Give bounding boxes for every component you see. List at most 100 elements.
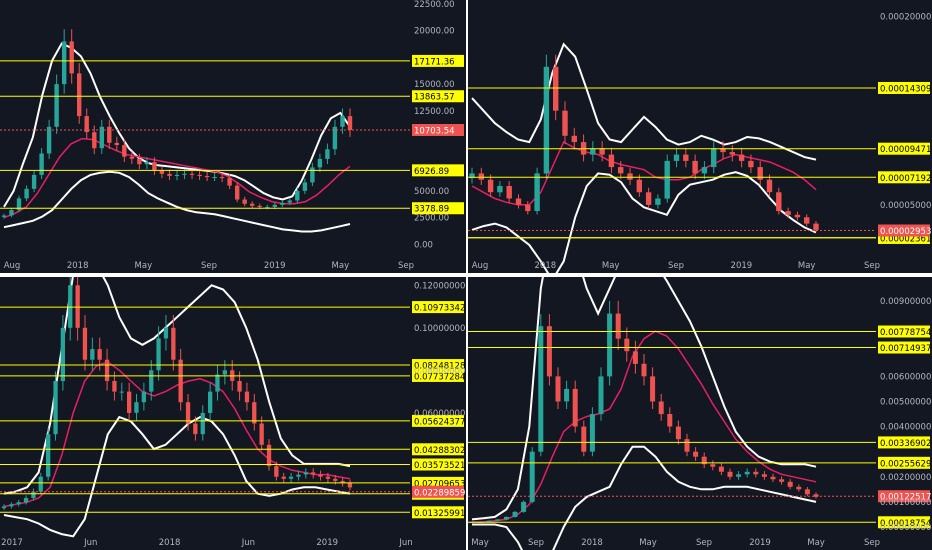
candle-body bbox=[259, 423, 264, 445]
candle-body bbox=[265, 206, 270, 208]
candle-body bbox=[636, 179, 642, 193]
candle-body bbox=[127, 391, 132, 413]
level-label-bg bbox=[412, 301, 464, 314]
candle-body bbox=[75, 285, 80, 328]
level-label-text: 0.03573521 bbox=[414, 461, 465, 471]
x-tick-label: May bbox=[639, 538, 657, 548]
chart-svg-top-right[interactable]: 0.000143090.000094710.000071920.00002383… bbox=[468, 0, 932, 273]
candle-body bbox=[555, 376, 561, 402]
chart-panel-top-right[interactable]: 0.000143090.000094710.000071920.00002383… bbox=[468, 0, 932, 273]
candle-body bbox=[104, 359, 110, 381]
candle-body bbox=[212, 177, 217, 178]
x-tick-label: Sep bbox=[668, 261, 684, 271]
candle-body bbox=[227, 178, 232, 186]
level-label: 0.00018754 bbox=[878, 516, 931, 529]
candle-body bbox=[543, 66, 550, 174]
candle-body bbox=[796, 486, 802, 490]
candle-body bbox=[673, 154, 680, 161]
level-label-text: 13863.57 bbox=[414, 93, 455, 103]
candle-body bbox=[701, 456, 707, 465]
last-price-label: 0.02289859 bbox=[412, 485, 465, 498]
level-label-bg bbox=[412, 202, 464, 215]
chart-svg-top-left[interactable]: 17171.36 13863.57 6926.89 3378.89 10703.54 22… bbox=[0, 0, 466, 273]
level-label-text: 0.00018754 bbox=[880, 519, 931, 529]
candle-body bbox=[62, 41, 67, 85]
candle-body bbox=[193, 423, 198, 435]
candle-body bbox=[757, 167, 763, 180]
candle-body bbox=[16, 502, 21, 505]
level-label-text: 0.02709653 bbox=[414, 479, 465, 489]
level-label-text: 0.10973342 bbox=[414, 304, 465, 314]
candle-body bbox=[99, 126, 104, 149]
candle-body bbox=[129, 156, 135, 159]
bollinger-lower-line bbox=[3, 170, 351, 233]
candle-body bbox=[332, 126, 338, 150]
level-label-bg bbox=[878, 81, 930, 94]
y-tick-label: 0.00005000 bbox=[880, 201, 931, 211]
candle-body bbox=[632, 351, 638, 364]
candle-body bbox=[167, 173, 172, 176]
last-price-label: 10703.54 bbox=[412, 123, 464, 136]
x-tick-label: 2019 bbox=[264, 261, 286, 271]
candle-body bbox=[84, 116, 89, 133]
candle-body bbox=[608, 154, 615, 168]
candle-body bbox=[197, 174, 202, 176]
x-tick-label: 2018 bbox=[67, 261, 89, 271]
candle-body bbox=[748, 160, 754, 168]
candle-body bbox=[69, 41, 74, 74]
candle-body bbox=[68, 285, 73, 328]
chart-panel-bottom-left[interactable]: 0.10973342 0.08248128 0.07737284 0.05624377… bbox=[0, 277, 466, 550]
candle-body bbox=[54, 84, 59, 127]
candle-body bbox=[303, 472, 308, 475]
candle-body bbox=[478, 173, 484, 180]
chart-panel-bottom-right[interactable]: 0.00778754 0.00714937 0.00336902 0.00255629… bbox=[468, 277, 932, 550]
candle-body bbox=[804, 489, 810, 495]
last-price-text: 0.00002953 bbox=[880, 227, 931, 237]
level-label-bg bbox=[412, 443, 464, 456]
level-label: 0.00009471 bbox=[878, 142, 931, 155]
candle-body bbox=[598, 376, 604, 415]
chart-svg-bottom-right[interactable]: 0.00778754 0.00714937 0.00336902 0.00255629… bbox=[468, 277, 932, 550]
level-label: 6926.89 bbox=[412, 164, 464, 177]
last-price-text: 0.02289859 bbox=[414, 488, 465, 498]
moving-average-line bbox=[471, 141, 817, 206]
level-label-bg bbox=[878, 516, 930, 529]
candle-body bbox=[711, 148, 717, 168]
candle-body bbox=[137, 158, 142, 165]
level-label-text: 0.04288302 bbox=[414, 446, 465, 456]
candle-body bbox=[641, 363, 647, 377]
y-tick-label: 0.00020000 bbox=[880, 13, 931, 23]
candle-body bbox=[174, 174, 180, 176]
chart-panel-top-left[interactable]: 17171.36 13863.57 6926.89 3378.89 10703.54 22… bbox=[0, 0, 466, 273]
level-label-text: 0.01325991 bbox=[414, 509, 465, 519]
y-tick-label: 0.12000000 bbox=[414, 281, 465, 291]
level-label-text: 17171.36 bbox=[414, 57, 455, 67]
candle-body bbox=[325, 476, 331, 479]
candle-body bbox=[9, 504, 14, 507]
candle-body bbox=[744, 471, 750, 475]
candle-body bbox=[38, 476, 43, 492]
x-tick-label: 2018 bbox=[159, 538, 181, 548]
candle-body bbox=[727, 471, 733, 477]
candle-body bbox=[340, 480, 345, 483]
y-tick-label: 0.00000000 bbox=[880, 523, 931, 533]
x-tick-label: Sep bbox=[528, 538, 544, 548]
candle-body bbox=[144, 162, 150, 165]
x-tick-label: Sep bbox=[201, 261, 217, 271]
level-label: 0.08248128 bbox=[412, 359, 465, 372]
candle-body bbox=[317, 158, 323, 168]
candle-body bbox=[92, 132, 97, 149]
candle-body bbox=[607, 313, 613, 377]
candle-body bbox=[787, 481, 793, 487]
candle-body bbox=[272, 204, 277, 207]
level-label-text: 0.00002361 bbox=[880, 234, 931, 244]
candle-body bbox=[675, 426, 681, 440]
candle-body bbox=[538, 326, 544, 452]
candle-body bbox=[720, 148, 726, 153]
candle-body bbox=[163, 327, 169, 339]
candle-body bbox=[525, 204, 531, 212]
candle-body bbox=[189, 173, 195, 175]
y-tick-label: 0.00400000 bbox=[880, 423, 931, 433]
